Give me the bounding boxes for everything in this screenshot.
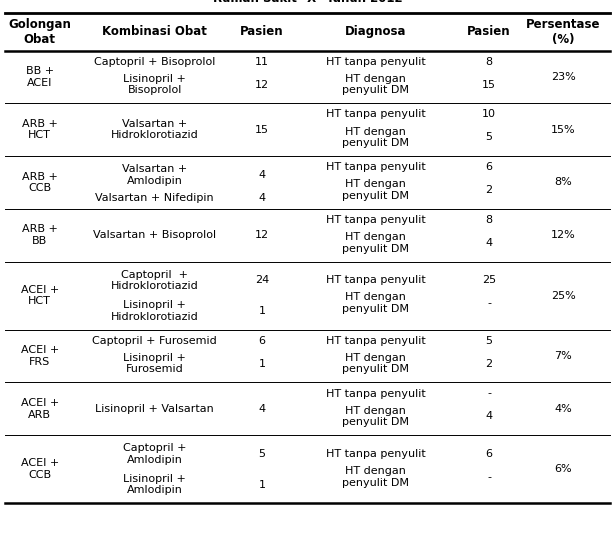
Text: 23%: 23% (551, 72, 576, 82)
Text: 5: 5 (259, 449, 266, 459)
Text: Lisinopril +
Amlodipin: Lisinopril + Amlodipin (123, 474, 186, 495)
Text: Captopril +
Amlodipin: Captopril + Amlodipin (123, 443, 186, 465)
Text: 12: 12 (255, 79, 269, 89)
Text: 25%: 25% (551, 290, 576, 301)
Text: HT tanpa penyulit: HT tanpa penyulit (326, 336, 426, 346)
Text: -: - (487, 388, 491, 398)
Text: HT tanpa penyulit: HT tanpa penyulit (326, 57, 426, 67)
Text: ACEI +
FRS: ACEI + FRS (21, 345, 59, 367)
Text: 12: 12 (255, 230, 269, 240)
Text: HT dengan
penyulit DM: HT dengan penyulit DM (342, 293, 409, 314)
Text: 8%: 8% (554, 177, 572, 187)
Text: ARB +
HCT: ARB + HCT (22, 119, 58, 141)
Text: 6: 6 (259, 336, 266, 346)
Text: 6: 6 (485, 449, 493, 459)
Text: 4: 4 (485, 238, 493, 248)
Text: 5: 5 (485, 336, 493, 346)
Text: HT tanpa penyulit: HT tanpa penyulit (326, 449, 426, 459)
Text: ACEI +
HCT: ACEI + HCT (21, 285, 59, 306)
Text: HT tanpa penyulit: HT tanpa penyulit (326, 276, 426, 285)
Text: 15: 15 (482, 79, 496, 89)
Text: 4: 4 (258, 170, 266, 180)
Text: 2: 2 (485, 185, 493, 195)
Text: 1: 1 (259, 306, 266, 316)
Text: 4: 4 (258, 193, 266, 203)
Text: Diagnosa: Diagnosa (345, 25, 407, 38)
Text: Captopril + Bisoprolol: Captopril + Bisoprolol (94, 57, 215, 67)
Text: Valsartan +
Hidroklorotiazid: Valsartan + Hidroklorotiazid (111, 119, 199, 141)
Text: HT dengan
penyulit DM: HT dengan penyulit DM (342, 74, 409, 95)
Text: 1: 1 (259, 479, 266, 489)
Text: ARB +
BB: ARB + BB (22, 224, 58, 246)
Text: Lisinopril + Valsartan: Lisinopril + Valsartan (95, 404, 214, 414)
Text: Lisinopril +
Hidroklorotiazid: Lisinopril + Hidroklorotiazid (111, 300, 199, 322)
Text: Kombinasi Obat: Kombinasi Obat (102, 25, 207, 38)
Text: 8: 8 (485, 215, 493, 225)
Text: Valsartan + Nifedipin: Valsartan + Nifedipin (95, 193, 214, 203)
Text: Lisinopril +
Bisoprolol: Lisinopril + Bisoprolol (123, 74, 186, 95)
Text: 1: 1 (259, 359, 266, 369)
Text: 4%: 4% (554, 404, 572, 414)
Text: 4: 4 (258, 404, 266, 414)
Text: 7%: 7% (554, 351, 572, 361)
Text: HT dengan
penyulit DM: HT dengan penyulit DM (342, 406, 409, 427)
Text: HT dengan
penyulit DM: HT dengan penyulit DM (342, 353, 409, 375)
Text: HT dengan
penyulit DM: HT dengan penyulit DM (342, 127, 409, 148)
Text: -: - (487, 298, 491, 308)
Text: Captopril  +
Hidroklorotiazid: Captopril + Hidroklorotiazid (111, 269, 199, 291)
Text: 15: 15 (255, 125, 269, 134)
Text: HT tanpa penyulit: HT tanpa penyulit (326, 215, 426, 225)
Text: Golongan
Obat: Golongan Obat (9, 18, 71, 46)
Text: ACEI +
ARB: ACEI + ARB (21, 398, 59, 420)
Text: 8: 8 (485, 57, 493, 67)
Text: 25: 25 (482, 276, 496, 285)
Text: 10: 10 (482, 110, 496, 120)
Text: 12%: 12% (551, 230, 576, 240)
Text: Valsartan +
Amlodipin: Valsartan + Amlodipin (122, 164, 188, 186)
Text: HT dengan
penyulit DM: HT dengan penyulit DM (342, 232, 409, 253)
Text: 5: 5 (485, 132, 493, 142)
Text: 4: 4 (485, 412, 493, 422)
Text: Lisinopril +
Furosemid: Lisinopril + Furosemid (123, 353, 186, 375)
Text: 15%: 15% (551, 125, 576, 134)
Text: HT dengan
penyulit DM: HT dengan penyulit DM (342, 466, 409, 488)
Text: HT tanpa penyulit: HT tanpa penyulit (326, 110, 426, 120)
Text: Pasien: Pasien (240, 25, 284, 38)
Text: 6%: 6% (554, 464, 572, 474)
Text: Pasien: Pasien (467, 25, 511, 38)
Text: 24: 24 (255, 276, 269, 285)
Text: 11: 11 (255, 57, 269, 67)
Text: -: - (487, 472, 491, 482)
Text: HT dengan
penyulit DM: HT dengan penyulit DM (342, 179, 409, 201)
Text: Persentase
(%): Persentase (%) (526, 18, 600, 46)
Text: ARB +
CCB: ARB + CCB (22, 172, 58, 193)
Text: Tabel 2. Gambaran Pengobatan & Distribusi Pasien Hipertensi Rawat Jalan Di 
Ruma: Tabel 2. Gambaran Pengobatan & Distribus… (49, 0, 566, 5)
Text: HT tanpa penyulit: HT tanpa penyulit (326, 388, 426, 398)
Text: ACEI +
CCB: ACEI + CCB (21, 458, 59, 480)
Text: 2: 2 (485, 359, 493, 369)
Text: HT tanpa penyulit: HT tanpa penyulit (326, 162, 426, 172)
Text: BB +
ACEI: BB + ACEI (26, 66, 54, 88)
Text: Captopril + Furosemid: Captopril + Furosemid (92, 336, 217, 346)
Text: 6: 6 (485, 162, 493, 172)
Text: Valsartan + Bisoprolol: Valsartan + Bisoprolol (93, 230, 216, 240)
